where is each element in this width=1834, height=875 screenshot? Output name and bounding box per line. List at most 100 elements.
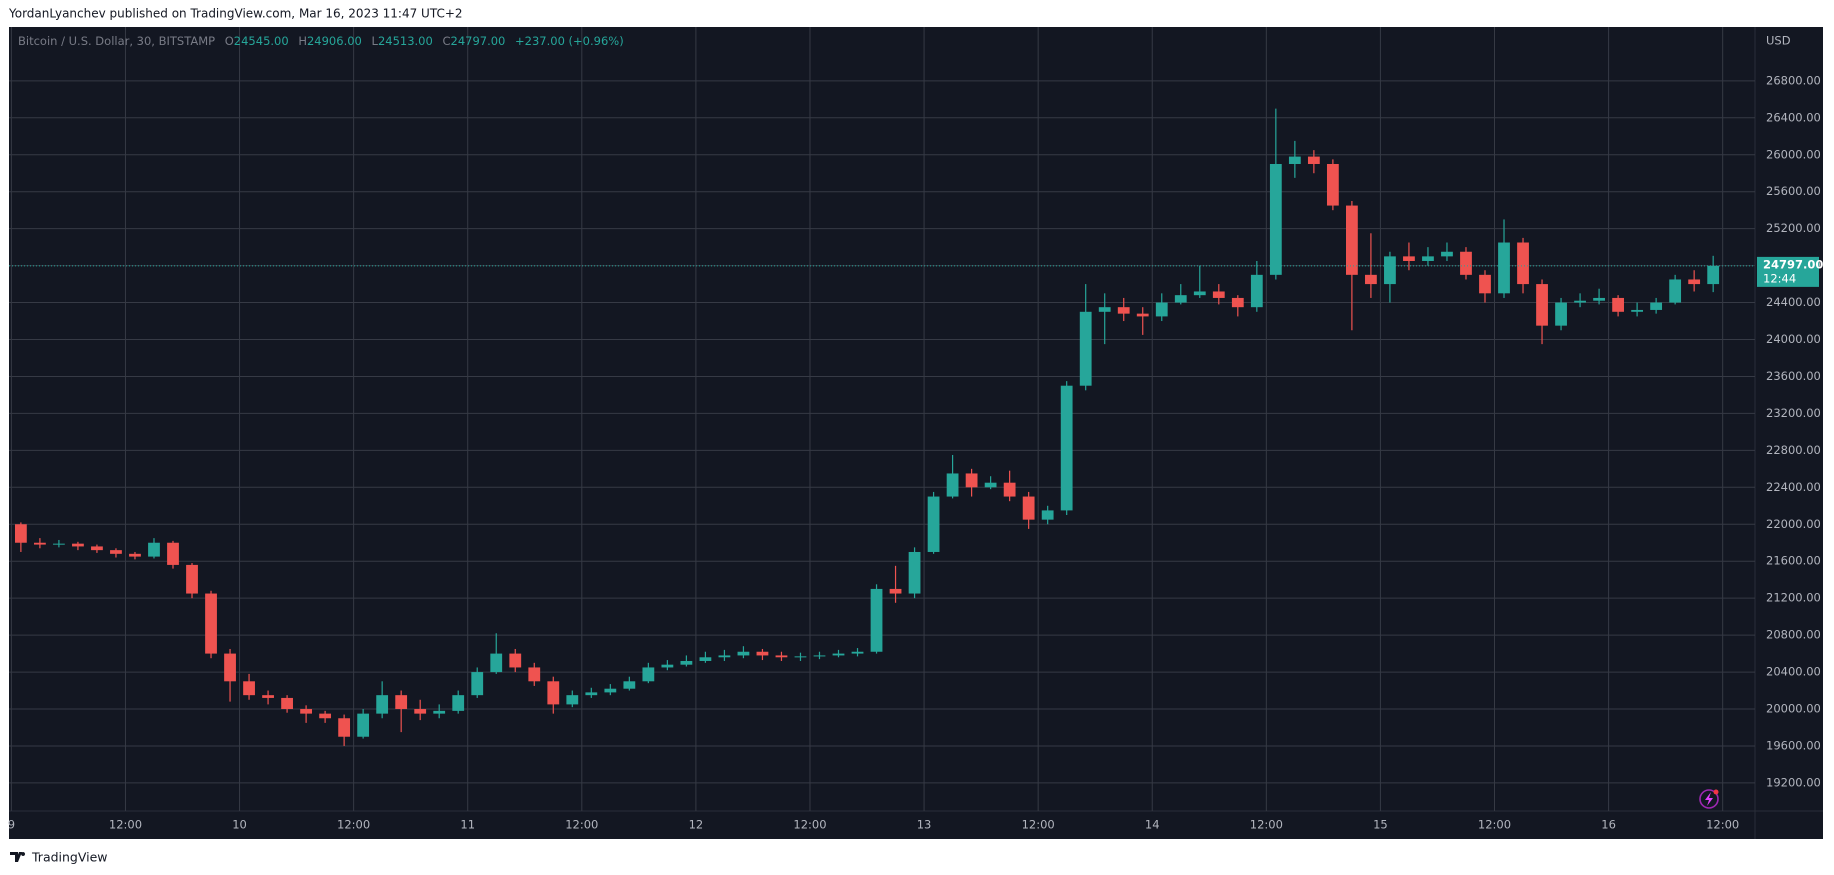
candle-body <box>642 667 655 682</box>
candle-body <box>395 695 408 710</box>
legend-key: O <box>225 34 234 48</box>
candle-body <box>1022 496 1035 520</box>
legend-key: H <box>298 34 307 48</box>
candle-body <box>1365 274 1377 285</box>
candle-body <box>623 681 636 689</box>
candle-body <box>414 709 427 714</box>
candle-body <box>1060 385 1073 511</box>
change: +237.00 (+0.96%) <box>515 34 624 48</box>
candle-body <box>1098 307 1111 312</box>
x-tick-label: 12:00 <box>1022 818 1055 832</box>
candle-body <box>661 664 674 668</box>
x-tick-label: 12:00 <box>793 818 826 832</box>
grid: 19200.00 19600.00 20000.00 20400.00 20800.00… <box>8 27 1821 832</box>
y-tick-label: 19200.00 <box>1766 775 1821 789</box>
candle-body <box>1536 284 1548 326</box>
x-tick-label: 12 <box>689 818 704 832</box>
legend-value: 24513.00 <box>378 34 433 48</box>
candle-body <box>281 697 293 710</box>
legend-key: L <box>372 34 379 48</box>
y-tick-label: 26800.00 <box>1766 73 1821 87</box>
author-line: YordanLyanchev published on TradingView.… <box>8 7 463 21</box>
y-tick-label: 24000.00 <box>1766 332 1821 346</box>
x-tick-label: 12:00 <box>109 818 142 832</box>
candle-body <box>186 564 198 594</box>
candle-body <box>1631 309 1644 312</box>
candle-body <box>699 657 712 661</box>
candle-body <box>756 651 769 656</box>
y-tick-label: 21600.00 <box>1766 554 1821 568</box>
candle-body <box>870 588 883 652</box>
candle-body <box>832 653 845 656</box>
candle-body <box>1555 302 1567 326</box>
x-tick-label: 13 <box>917 818 932 832</box>
x-tick-label: 15 <box>1373 818 1388 832</box>
candle-body <box>927 496 940 552</box>
candle-body <box>110 550 122 554</box>
candle-body <box>224 653 236 682</box>
candle-body <box>148 542 160 557</box>
candle-body <box>908 551 921 594</box>
candle-body <box>319 713 332 719</box>
brand-logo <box>10 852 26 862</box>
candle-body <box>547 681 560 705</box>
candle-body <box>984 482 997 488</box>
candle-body <box>1422 256 1434 261</box>
x-tick-label: 12:00 <box>1706 818 1739 832</box>
candle-body <box>1174 295 1187 303</box>
y-tick-label: 22400.00 <box>1766 480 1821 494</box>
chart-panel <box>9 27 1823 839</box>
candle-body <box>1117 307 1130 314</box>
x-tick-label: 12:00 <box>1250 818 1283 832</box>
symbol: Bitcoin / U.S. Dollar, 30, BITSTAMP <box>18 34 215 48</box>
candle-body <box>813 655 826 657</box>
candle-body <box>1612 297 1624 312</box>
candle-body <box>1345 205 1358 275</box>
last-price-box <box>1757 256 1819 287</box>
x-tick-label: 12:00 <box>565 818 598 832</box>
y-tick-label: 19600.00 <box>1766 738 1821 752</box>
x-tick-label: 14 <box>1145 818 1160 832</box>
candle-body <box>585 692 598 696</box>
candle-body <box>1517 242 1529 285</box>
brand: TradingView <box>31 850 108 865</box>
candle-body <box>433 710 446 714</box>
candle-body <box>680 660 693 665</box>
candle-body <box>775 655 788 658</box>
countdown: 12:44 <box>1763 271 1796 285</box>
candle-body <box>1498 242 1510 294</box>
candle-body <box>338 718 351 737</box>
x-tick-label: 16 <box>1601 818 1616 832</box>
x-tick-label: 9 <box>8 818 15 832</box>
candle-body <box>1688 279 1701 285</box>
candle-body <box>794 656 807 658</box>
candle-body <box>167 542 179 565</box>
candle-body <box>604 688 617 693</box>
y-tick-label: 26000.00 <box>1766 147 1821 161</box>
candle-body <box>1384 256 1396 285</box>
candle-body <box>34 542 46 545</box>
candle-body <box>490 653 503 673</box>
candle-body <box>718 655 731 658</box>
candle-body <box>1326 163 1339 206</box>
candle-body <box>737 651 750 656</box>
candle-body <box>566 695 579 705</box>
candle-body <box>851 651 864 654</box>
y-tick-label: 25200.00 <box>1766 221 1821 235</box>
candle-body <box>1269 163 1282 275</box>
candle-body <box>1479 274 1491 294</box>
candle-body <box>300 709 312 714</box>
candle-body <box>72 543 84 547</box>
candles <box>14 108 1720 746</box>
candle-body <box>1212 291 1225 298</box>
candle-body <box>129 553 141 557</box>
currency: USD <box>1766 34 1791 48</box>
y-tick-label: 25600.00 <box>1766 184 1821 198</box>
y-tick-label: 22000.00 <box>1766 517 1821 531</box>
candle-body <box>53 543 65 545</box>
candle-body <box>91 546 103 551</box>
candle-body <box>965 473 978 488</box>
candle-body <box>1403 256 1415 261</box>
